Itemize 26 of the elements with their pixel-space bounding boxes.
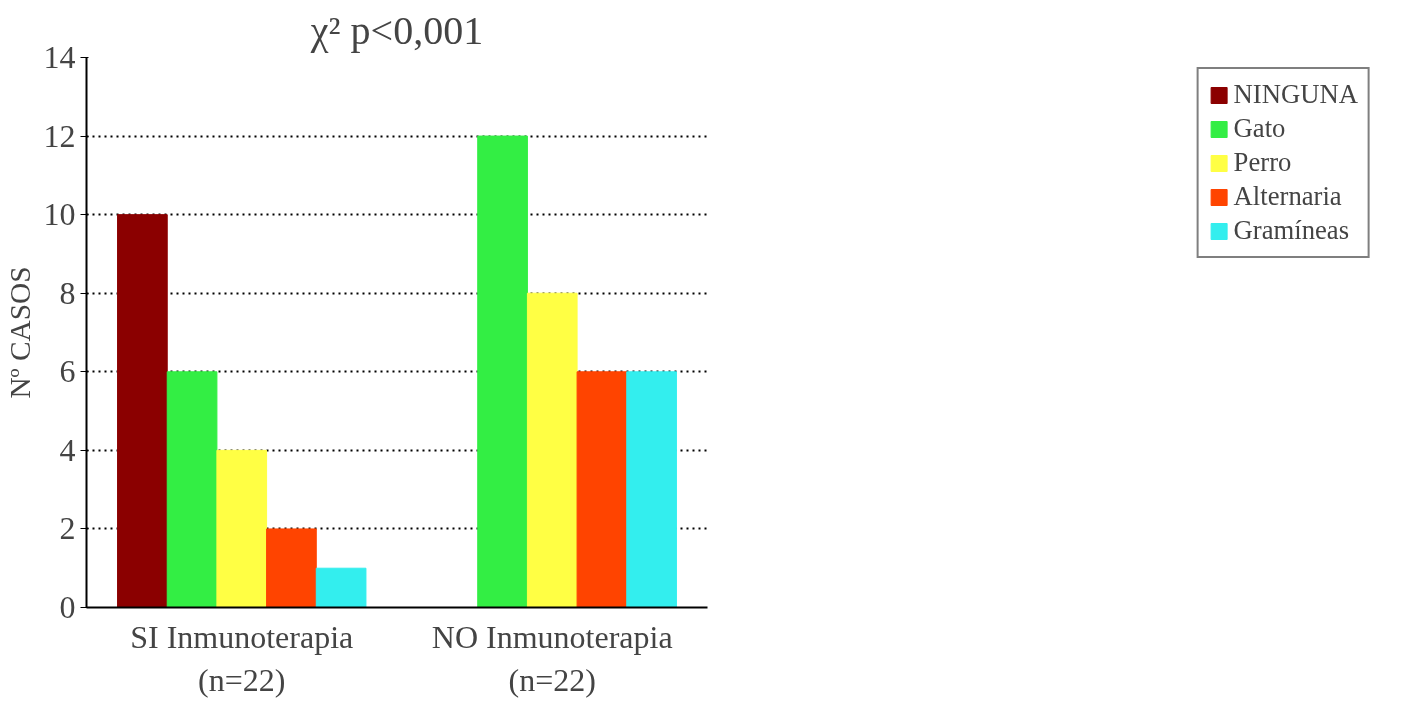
bar bbox=[266, 528, 317, 608]
bar bbox=[166, 371, 218, 608]
chart-title: χ² p<0,001 bbox=[309, 7, 484, 53]
y-tick-label: 10 bbox=[43, 196, 76, 233]
bar bbox=[526, 292, 578, 608]
legend-label: Gramíneas bbox=[1233, 215, 1350, 246]
bar bbox=[216, 449, 268, 608]
legend-label: Perro bbox=[1233, 147, 1292, 178]
bar bbox=[315, 567, 367, 608]
y-tick-label: 0 bbox=[59, 589, 76, 625]
y-tick-label: 12 bbox=[43, 117, 76, 154]
bar bbox=[477, 135, 528, 608]
y-tick-label: 6 bbox=[59, 353, 76, 390]
bar bbox=[576, 371, 628, 608]
legend-label: Alternaria bbox=[1233, 181, 1342, 212]
bar bbox=[117, 214, 168, 608]
bar bbox=[626, 371, 677, 608]
y-tick-label: 14 bbox=[43, 39, 76, 75]
x-tick-label: SI Inmunoterapia (n=22) bbox=[130, 618, 354, 698]
legend-label: NINGUNA bbox=[1233, 79, 1358, 110]
y-tick-label: 8 bbox=[59, 274, 76, 311]
y-axis-title: Nº CASOS bbox=[3, 266, 36, 399]
legend-label: Gato bbox=[1233, 113, 1286, 144]
y-tick-label: 4 bbox=[59, 431, 76, 468]
x-tick-label: NO Inmunoterapia (n=22) bbox=[431, 618, 673, 698]
y-tick-label: 2 bbox=[59, 510, 76, 547]
